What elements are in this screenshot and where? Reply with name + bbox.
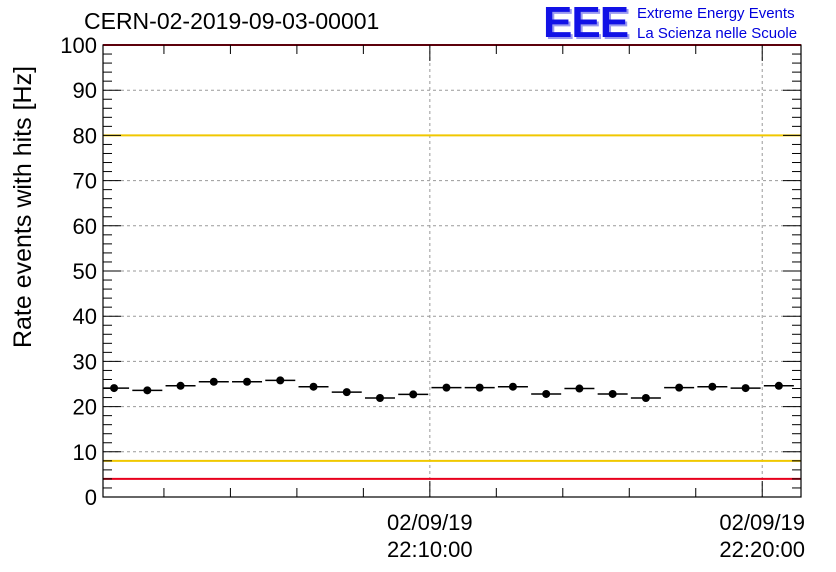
x-tick-label-time: 22:20:00 xyxy=(719,537,805,562)
data-point xyxy=(243,377,252,386)
logo-text-line2: La Scienza nelle Scuole xyxy=(637,25,798,42)
data-point xyxy=(542,389,551,398)
data-point xyxy=(276,376,285,385)
data-point xyxy=(575,384,584,393)
y-tick-label: 90 xyxy=(73,78,97,103)
data-point xyxy=(442,383,451,392)
data-point xyxy=(110,384,119,393)
data-point xyxy=(608,389,617,398)
plot-frame xyxy=(102,44,802,498)
data-point xyxy=(209,377,218,386)
data-point xyxy=(309,382,318,391)
reference-lines xyxy=(103,44,801,480)
y-tick-label: 80 xyxy=(73,123,97,148)
eee-logo: EEE Extreme Energy Events La Scienza nel… xyxy=(543,0,833,47)
y-tick-label: 0 xyxy=(85,485,97,510)
x-tick-label-date: 02/09/19 xyxy=(719,510,805,535)
data-point xyxy=(143,386,152,395)
y-tick-label: 10 xyxy=(73,440,97,465)
y-tick-label: 20 xyxy=(73,395,97,420)
grid-lines xyxy=(103,45,801,497)
y-tick-label: 70 xyxy=(73,169,97,194)
chart-title: CERN-02-2019-09-03-00001 xyxy=(84,8,380,34)
x-tick-label-time: 22:10:00 xyxy=(387,537,473,562)
y-tick-labels: 0 10 20 30 40 50 60 70 80 90 100 xyxy=(60,33,97,510)
x-tick-label-date: 02/09/19 xyxy=(387,510,473,535)
y-axis-label: Rate events with hits [Hz] xyxy=(9,66,37,348)
data-point xyxy=(508,382,517,391)
y-tick-label: 50 xyxy=(73,259,97,284)
data-point xyxy=(741,384,750,393)
data-point xyxy=(375,394,384,403)
data-point xyxy=(675,383,684,392)
y-tick-label: 100 xyxy=(60,33,97,58)
data-point xyxy=(708,382,717,391)
data-point xyxy=(176,381,185,390)
data-point xyxy=(641,394,650,403)
y-tick-label: 30 xyxy=(73,349,97,374)
data-point xyxy=(409,390,418,399)
y-tick-label: 60 xyxy=(73,214,97,239)
data-point xyxy=(774,381,783,390)
data-point xyxy=(342,388,351,397)
data-point xyxy=(475,383,484,392)
y-tick-label: 40 xyxy=(73,304,97,329)
eee-logo-mark: EEE xyxy=(543,0,629,47)
data-points xyxy=(103,376,794,403)
logo-text-line1: Extreme Energy Events xyxy=(637,5,795,22)
